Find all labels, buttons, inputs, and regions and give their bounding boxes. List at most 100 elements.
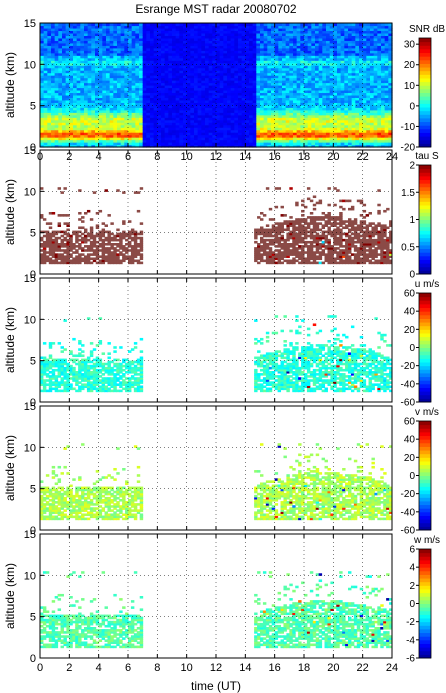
heatmap-cell: [106, 82, 111, 86]
heatmap-cell: [175, 137, 180, 141]
heatmap-cell: [47, 94, 52, 98]
heatmap-cell: [249, 134, 254, 138]
heatmap-cell: [208, 124, 213, 128]
heatmap-cell: [183, 119, 188, 123]
heatmap-cell: [113, 70, 118, 74]
heatmap-cell: [124, 37, 129, 41]
heatmap-cell: [183, 23, 188, 27]
heatmap-cell: [128, 104, 133, 108]
heatmap-cell: [128, 109, 133, 113]
heatmap-cell: [146, 104, 151, 108]
heatmap-cell: [106, 112, 111, 116]
heatmap-cell: [194, 87, 199, 91]
heatmap-cell: [183, 137, 188, 141]
heatmap-cell: [190, 99, 195, 103]
heatmap-cell: [62, 89, 67, 94]
heatmap-cell: [80, 60, 85, 64]
heatmap-cell: [128, 55, 133, 59]
heatmap-cell: [252, 85, 257, 89]
heatmap-cell: [91, 37, 96, 41]
heatmap-cell: [117, 42, 122, 46]
heatmap-cell: [223, 52, 228, 56]
heatmap-cell: [62, 52, 67, 56]
heatmap-cell: [197, 32, 202, 36]
heatmap-cell: [150, 77, 155, 81]
heatmap-cell: [146, 107, 151, 111]
heatmap-cell: [73, 94, 78, 98]
heatmap-cell: [135, 67, 140, 71]
heatmap-cell: [65, 82, 70, 86]
heatmap-cell: [51, 212, 56, 215]
heatmap-cell: [106, 85, 111, 89]
heatmap-cell: [128, 57, 133, 61]
heatmap-cell: [164, 50, 169, 54]
heatmap-cell: [106, 104, 111, 108]
heatmap-cell: [65, 132, 70, 136]
heatmap-cell: [234, 27, 239, 32]
heatmap-cell: [172, 25, 177, 29]
heatmap-cell: [109, 80, 114, 84]
heatmap-cell: [65, 94, 70, 98]
heatmap-cell: [175, 27, 180, 32]
heatmap-cell: [260, 144, 265, 148]
heatmap-cell: [161, 30, 166, 34]
heatmap-cell: [172, 104, 177, 108]
heatmap-cell: [84, 107, 89, 111]
heatmap-cell: [80, 112, 85, 116]
heatmap-cell: [91, 119, 96, 123]
heatmap-cell: [161, 47, 166, 51]
heatmap-cell: [186, 47, 191, 51]
heatmap-cell: [227, 122, 232, 126]
heatmap-cell: [241, 117, 246, 121]
heatmap-cell: [186, 114, 191, 118]
heatmap-cell: [131, 75, 136, 79]
heatmap-cell: [245, 82, 250, 86]
heatmap-cell: [117, 139, 122, 143]
heatmap-cell: [54, 35, 59, 39]
heatmap-cell: [157, 62, 162, 66]
heatmap-cell: [256, 119, 261, 123]
heatmap-cell: [139, 27, 144, 32]
heatmap-cell: [117, 89, 122, 94]
heatmap-cell: [102, 89, 107, 94]
heatmap-cell: [139, 57, 144, 61]
heatmap-cell: [131, 50, 136, 54]
heatmap-cell: [183, 94, 188, 98]
heatmap-cell: [98, 75, 103, 79]
heatmap-cell: [216, 27, 221, 32]
heatmap-cell: [168, 129, 173, 133]
heatmap-cell: [230, 65, 235, 69]
heatmap-cell: [124, 139, 129, 143]
heatmap-cell: [212, 72, 217, 76]
heatmap-cell: [76, 87, 81, 91]
heatmap-cell: [80, 94, 85, 98]
heatmap-cell: [54, 37, 59, 41]
heatmap-cell: [157, 97, 162, 101]
heatmap-cell: [241, 144, 246, 148]
heatmap-cell: [47, 67, 52, 71]
heatmap-cell: [164, 104, 169, 108]
heatmap-cell: [150, 99, 155, 103]
heatmap-cell: [73, 35, 78, 39]
heatmap-cell: [109, 137, 114, 141]
heatmap-cell: [117, 97, 122, 101]
heatmap-cell: [120, 32, 125, 36]
heatmap-cell: [194, 107, 199, 111]
heatmap-cell: [186, 92, 191, 96]
heatmap-cell: [58, 40, 63, 44]
heatmap-cell: [113, 119, 118, 123]
heatmap-cell: [190, 129, 195, 133]
heatmap-cell: [249, 50, 254, 54]
heatmap-cell: [128, 89, 133, 94]
heatmap-cell: [146, 77, 151, 81]
heatmap-cell: [51, 32, 56, 36]
heatmap-cell: [54, 137, 59, 141]
heatmap-cell: [249, 129, 254, 133]
heatmap-cell: [95, 119, 100, 123]
heatmap-cell: [252, 47, 257, 51]
heatmap-cell: [142, 124, 147, 128]
heatmap-cell: [175, 82, 180, 86]
heatmap-cell: [161, 112, 166, 116]
heatmap-cell: [157, 99, 162, 103]
heatmap-cell: [194, 144, 199, 148]
